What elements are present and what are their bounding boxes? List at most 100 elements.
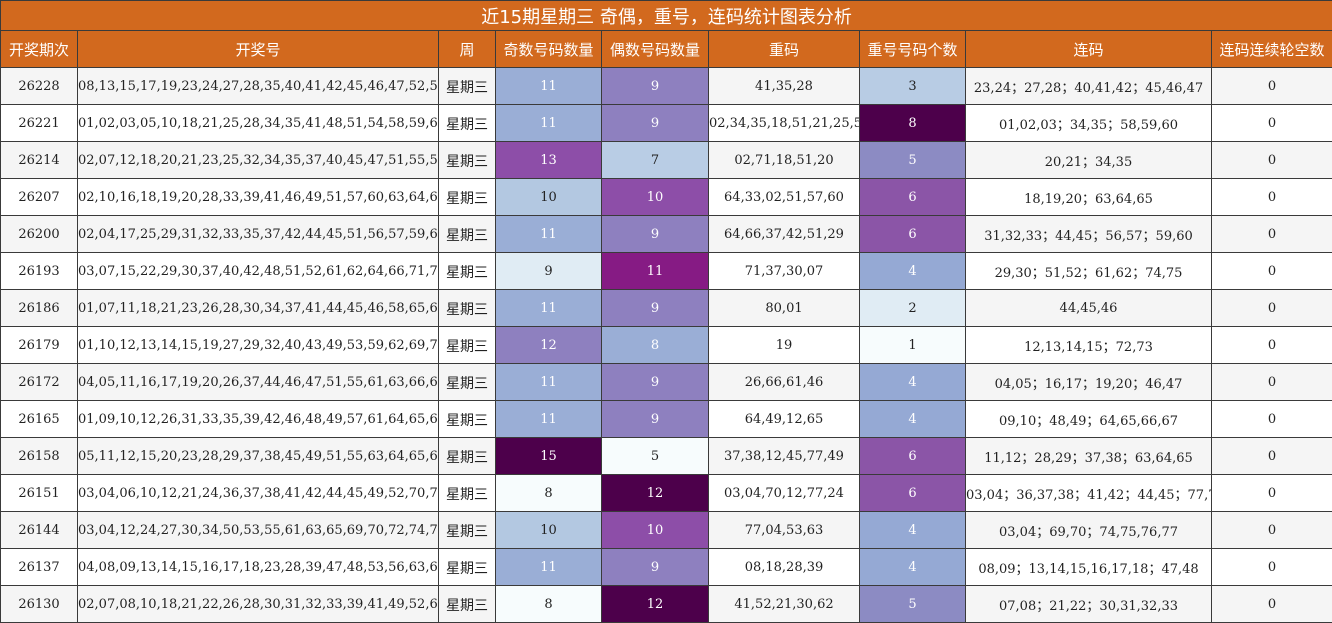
period-cell: 26151 xyxy=(1,475,78,512)
repeat-count-cell: 5 xyxy=(860,586,966,623)
numbers-cell: 01,07,11,18,21,23,26,28,30,34,37,41,44,4… xyxy=(78,290,439,327)
weekday-cell: 星期三 xyxy=(439,179,496,216)
weekday-cell: 星期三 xyxy=(439,586,496,623)
numbers-cell: 03,04,06,10,12,21,24,36,37,38,41,42,44,4… xyxy=(78,475,439,512)
odd-count-cell: 10 xyxy=(496,179,602,216)
even-count-cell: 11 xyxy=(602,253,709,290)
period-cell: 26144 xyxy=(1,512,78,549)
consecutive-miss-cell: 0 xyxy=(1212,438,1332,475)
period-cell: 26207 xyxy=(1,179,78,216)
repeat-count-cell: 4 xyxy=(860,253,966,290)
consecutive-cell: 03,04；69,70；74,75,76,77 xyxy=(966,512,1212,549)
weekday-cell: 星期三 xyxy=(439,475,496,512)
even-count-cell: 7 xyxy=(602,142,709,179)
even-count-cell: 5 xyxy=(602,438,709,475)
weekday-cell: 星期三 xyxy=(439,549,496,586)
period-cell: 26165 xyxy=(1,401,78,438)
col-header-repeat-numbers: 重码 xyxy=(709,31,860,68)
weekday-cell: 星期三 xyxy=(439,438,496,475)
repeat-count-cell: 1 xyxy=(860,327,966,364)
repeat-numbers-cell: 41,35,28 xyxy=(709,68,860,105)
consecutive-cell: 18,19,20；63,64,65 xyxy=(966,179,1212,216)
period-cell: 26179 xyxy=(1,327,78,364)
period-cell: 26130 xyxy=(1,586,78,623)
period-cell: 26228 xyxy=(1,68,78,105)
even-count-cell: 8 xyxy=(602,327,709,364)
col-header-even-count: 偶数号码数量 xyxy=(602,31,709,68)
consecutive-miss-cell: 0 xyxy=(1212,327,1332,364)
odd-count-cell: 12 xyxy=(496,327,602,364)
odd-count-cell: 13 xyxy=(496,142,602,179)
consecutive-cell: 29,30；51,52；61,62；74,75 xyxy=(966,253,1212,290)
odd-count-cell: 8 xyxy=(496,586,602,623)
consecutive-miss-cell: 0 xyxy=(1212,549,1332,586)
numbers-cell: 05,11,12,15,20,23,28,29,37,38,45,49,51,5… xyxy=(78,438,439,475)
weekday-cell: 星期三 xyxy=(439,364,496,401)
col-header-weekday: 周 xyxy=(439,31,496,68)
consecutive-cell: 23,24；27,28；40,41,42；45,46,47 xyxy=(966,68,1212,105)
odd-count-cell: 11 xyxy=(496,105,602,142)
numbers-cell: 02,10,16,18,19,20,28,33,39,41,46,49,51,5… xyxy=(78,179,439,216)
repeat-count-cell: 4 xyxy=(860,401,966,438)
consecutive-miss-cell: 0 xyxy=(1212,179,1332,216)
repeat-count-cell: 4 xyxy=(860,364,966,401)
repeat-count-cell: 6 xyxy=(860,475,966,512)
consecutive-cell: 08,09；13,14,15,16,17,18；47,48 xyxy=(966,549,1212,586)
odd-count-cell: 11 xyxy=(496,401,602,438)
repeat-count-cell: 5 xyxy=(860,142,966,179)
consecutive-miss-cell: 0 xyxy=(1212,401,1332,438)
odd-count-cell: 11 xyxy=(496,549,602,586)
weekday-cell: 星期三 xyxy=(439,142,496,179)
odd-count-cell: 11 xyxy=(496,216,602,253)
period-cell: 26172 xyxy=(1,364,78,401)
repeat-numbers-cell: 03,04,70,12,77,24 xyxy=(709,475,860,512)
repeat-count-cell: 6 xyxy=(860,438,966,475)
col-header-period: 开奖期次 xyxy=(1,31,78,68)
consecutive-cell: 07,08；21,22；30,31,32,33 xyxy=(966,586,1212,623)
col-header-consecutive-miss: 连码连续轮空数 xyxy=(1212,31,1332,68)
weekday-cell: 星期三 xyxy=(439,253,496,290)
period-cell: 26200 xyxy=(1,216,78,253)
weekday-cell: 星期三 xyxy=(439,512,496,549)
numbers-cell: 04,05,11,16,17,19,20,26,37,44,46,47,51,5… xyxy=(78,364,439,401)
weekday-cell: 星期三 xyxy=(439,290,496,327)
even-count-cell: 12 xyxy=(602,586,709,623)
repeat-numbers-cell: 64,66,37,42,51,29 xyxy=(709,216,860,253)
repeat-numbers-cell: 77,04,53,63 xyxy=(709,512,860,549)
consecutive-miss-cell: 0 xyxy=(1212,68,1332,105)
repeat-numbers-cell: 80,01 xyxy=(709,290,860,327)
repeat-count-cell: 8 xyxy=(860,105,966,142)
repeat-numbers-cell: 41,52,21,30,62 xyxy=(709,586,860,623)
repeat-count-cell: 3 xyxy=(860,68,966,105)
period-cell: 26214 xyxy=(1,142,78,179)
repeat-count-cell: 6 xyxy=(860,216,966,253)
repeat-numbers-cell: 64,49,12,65 xyxy=(709,401,860,438)
col-header-consecutive: 连码 xyxy=(966,31,1212,68)
weekday-cell: 星期三 xyxy=(439,105,496,142)
numbers-cell: 08,13,15,17,19,23,24,27,28,35,40,41,42,4… xyxy=(78,68,439,105)
numbers-cell: 01,10,12,13,14,15,19,27,29,32,40,43,49,5… xyxy=(78,327,439,364)
even-count-cell: 9 xyxy=(602,364,709,401)
repeat-count-cell: 2 xyxy=(860,290,966,327)
consecutive-miss-cell: 0 xyxy=(1212,512,1332,549)
repeat-count-cell: 4 xyxy=(860,512,966,549)
consecutive-miss-cell: 0 xyxy=(1212,364,1332,401)
odd-count-cell: 11 xyxy=(496,290,602,327)
numbers-cell: 02,07,08,10,18,21,22,26,28,30,31,32,33,3… xyxy=(78,586,439,623)
repeat-numbers-cell: 26,66,61,46 xyxy=(709,364,860,401)
numbers-cell: 02,07,12,18,20,21,23,25,32,34,35,37,40,4… xyxy=(78,142,439,179)
weekday-cell: 星期三 xyxy=(439,401,496,438)
repeat-count-cell: 4 xyxy=(860,549,966,586)
repeat-numbers-cell: 02,71,18,51,20 xyxy=(709,142,860,179)
repeat-numbers-cell: 37,38,12,45,77,49 xyxy=(709,438,860,475)
even-count-cell: 9 xyxy=(602,549,709,586)
